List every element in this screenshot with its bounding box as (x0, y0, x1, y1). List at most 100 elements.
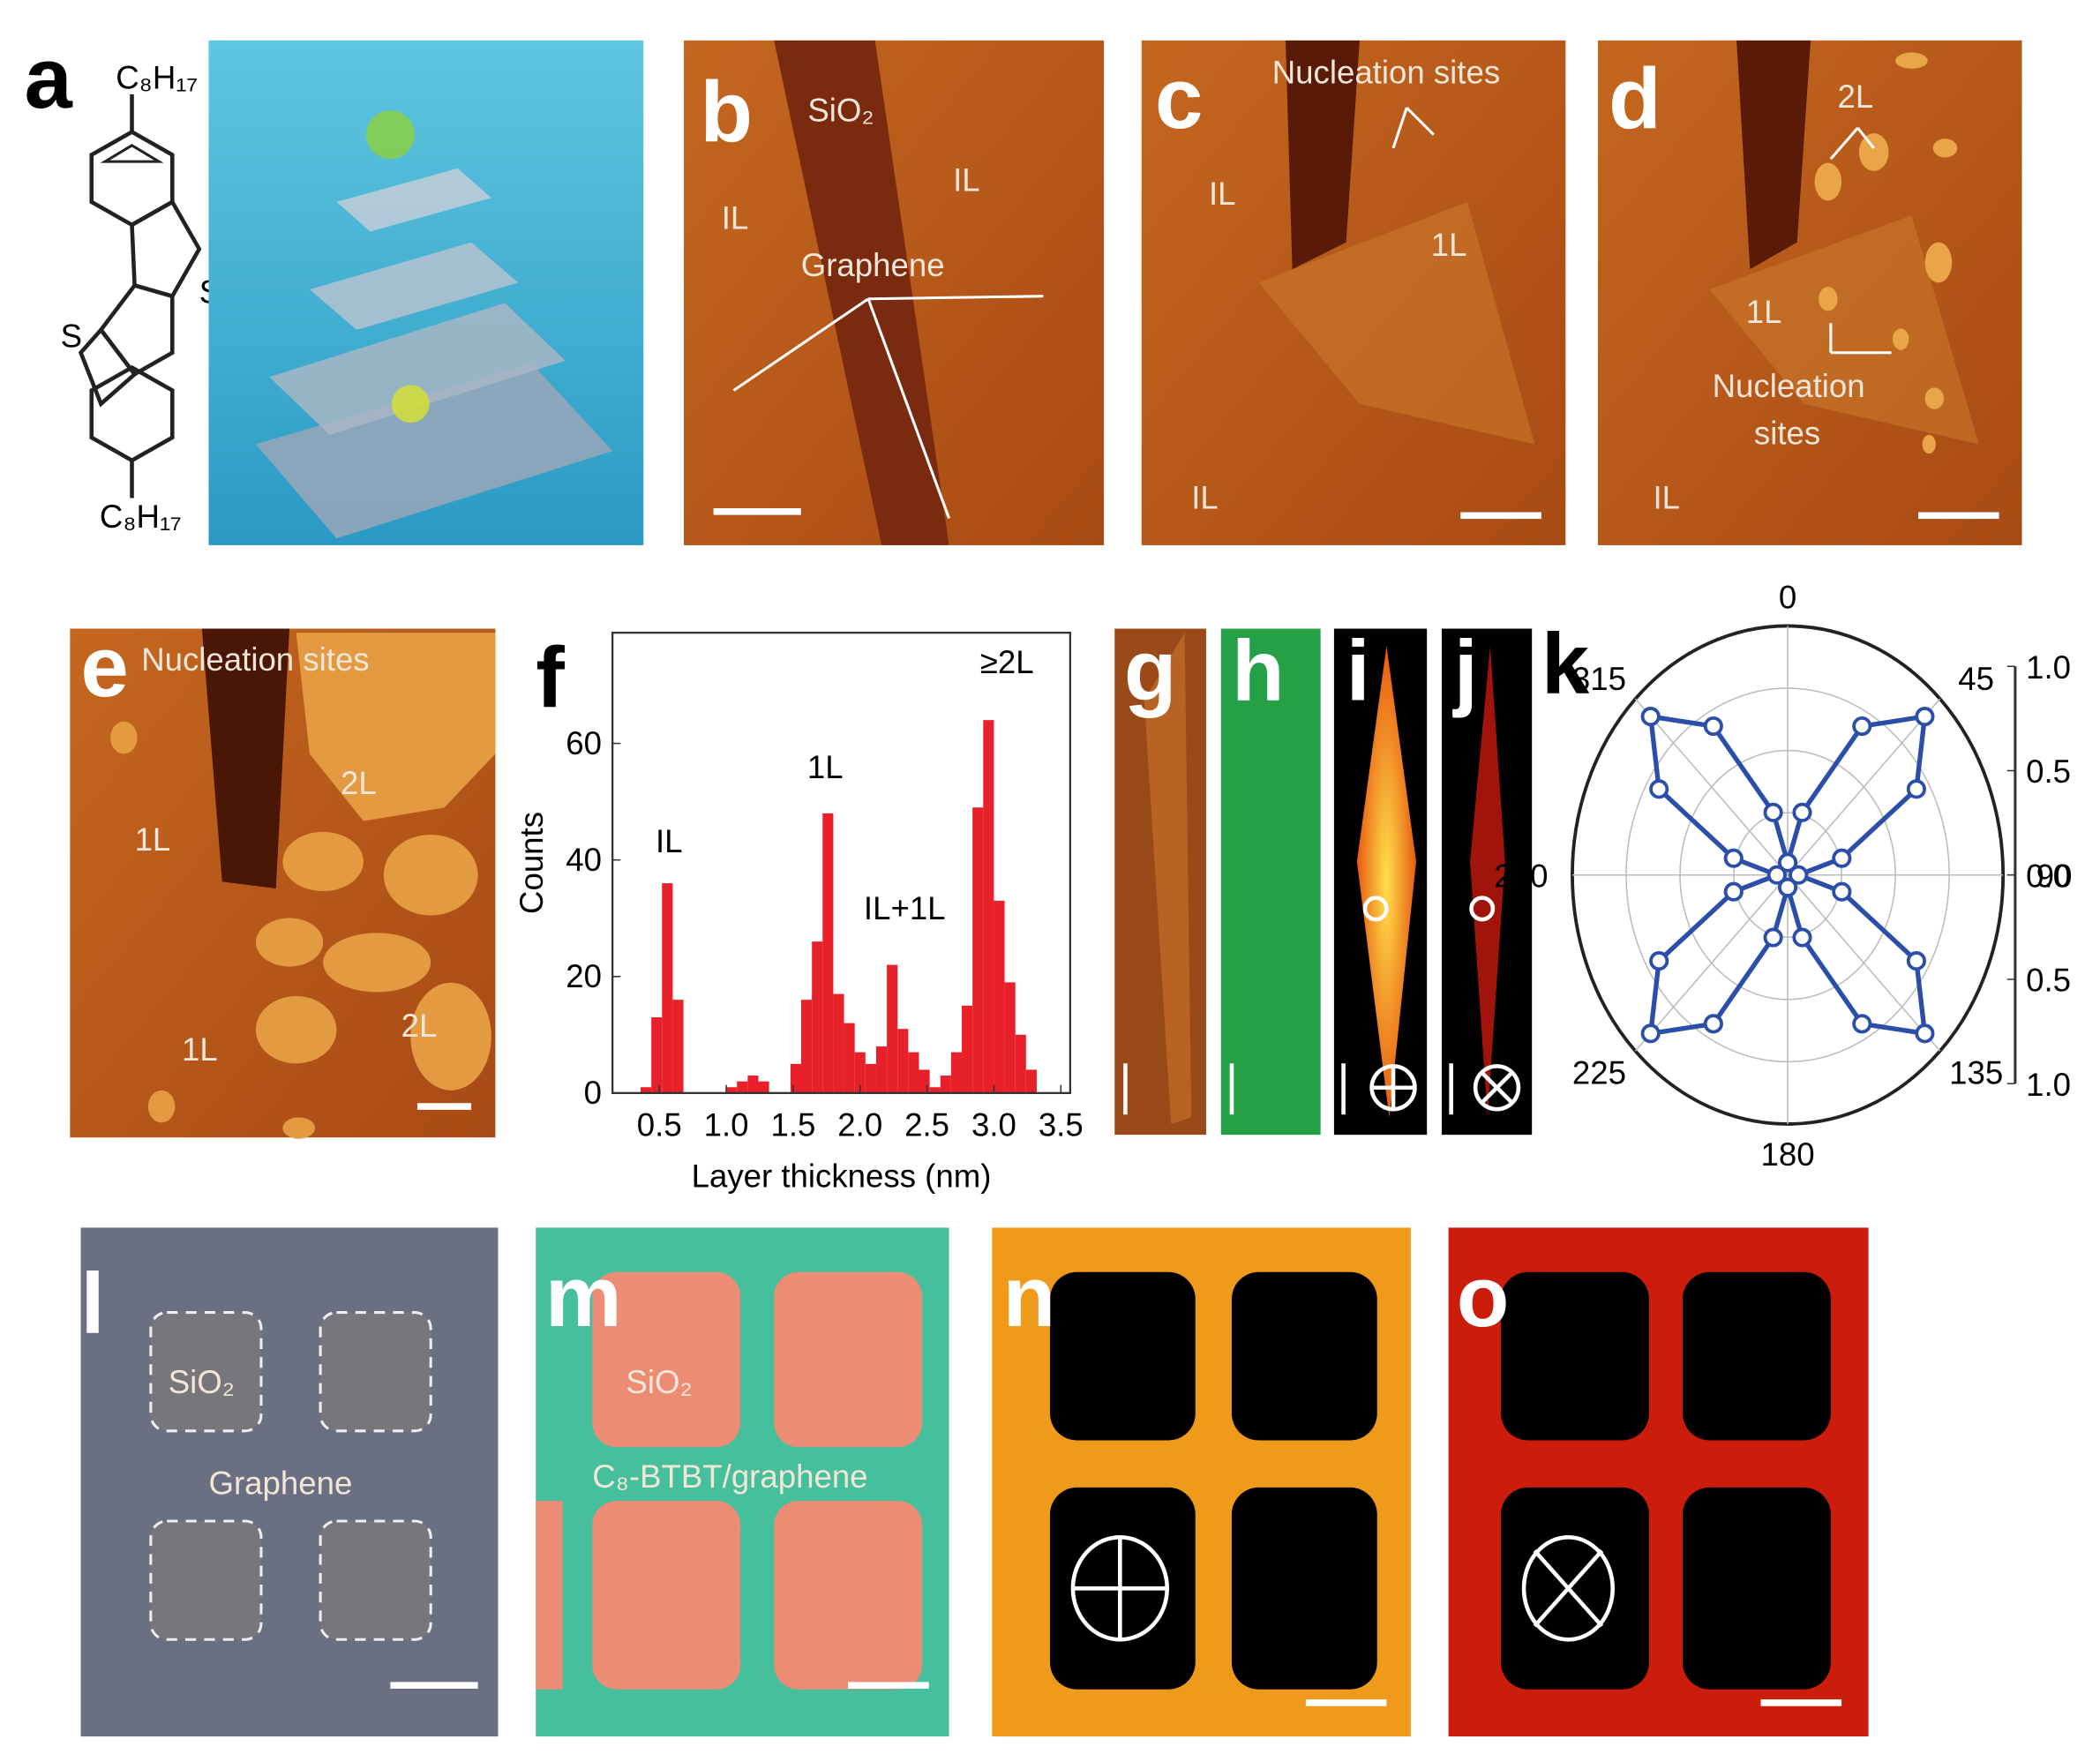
panel-label: g (1124, 622, 1177, 718)
panel-label: c (1155, 50, 1203, 146)
atom-label: S (61, 319, 82, 355)
region-label: Nucleation sites (1272, 55, 1500, 91)
marker (1792, 927, 1812, 948)
bar (833, 993, 844, 1093)
angle-label: 45 (1958, 661, 1994, 697)
region-label: 1L (135, 821, 171, 858)
grid-spoke (1634, 874, 1789, 1052)
bar (844, 1023, 855, 1093)
grid-spoke (1634, 698, 1789, 876)
bar (1004, 982, 1016, 1093)
y-tick-label: 20 (566, 958, 602, 994)
region-label: 1L (1431, 227, 1467, 263)
region-label: Nucleation (1713, 368, 1865, 404)
panel-label: h (1232, 622, 1285, 718)
bar (672, 1000, 684, 1093)
panel-label: m (545, 1248, 622, 1345)
angle-label: 135 (1949, 1055, 2003, 1091)
panel-label: f (536, 629, 565, 725)
grid-spoke (1787, 874, 1941, 1052)
marker (1777, 852, 1798, 873)
x-axis-label: Layer thickness (nm) (692, 1158, 992, 1195)
panel-label: e (81, 618, 129, 715)
schematic (208, 40, 644, 545)
panel-label: l (81, 1255, 105, 1351)
grid-spoke (1787, 698, 1941, 876)
marker (1723, 848, 1744, 868)
bar (758, 1081, 769, 1093)
bar (1015, 1034, 1026, 1093)
bar (994, 900, 1005, 1093)
angle-label: 90 (2036, 858, 2073, 894)
y-tick-label: 40 (566, 842, 602, 878)
y-tick-label: 0 (584, 1075, 602, 1111)
x-tick-label: 2.5 (904, 1107, 949, 1143)
region-label: Graphene (208, 1465, 352, 1502)
region-label: IL (722, 199, 749, 236)
x-tick-label: 1.5 (770, 1107, 815, 1143)
scale-label: 1.0 (2026, 1067, 2071, 1103)
marker (1649, 951, 1669, 971)
marker (1703, 1014, 1723, 1034)
bar (726, 1087, 738, 1093)
x-tick-label: 2.0 (837, 1107, 882, 1143)
region-label: C₈-BTBT/graphene (592, 1458, 867, 1495)
marker (1906, 779, 1926, 799)
arrows (713, 107, 1999, 520)
scale-label: 0.0 (2026, 858, 2071, 894)
bar (641, 1087, 652, 1093)
panel-label: d (1609, 50, 1661, 146)
marker (1852, 716, 1872, 737)
panel-label: a (24, 30, 72, 126)
bar (908, 1052, 919, 1093)
molecule (78, 94, 202, 498)
angle-label: 270 (1494, 858, 1548, 894)
region-label: SiO₂ (169, 1364, 235, 1400)
marker (1852, 1014, 1872, 1034)
bar (737, 1081, 748, 1093)
scale-label: 1.0 (2026, 649, 2071, 686)
afm-image (684, 40, 2022, 545)
bar (865, 1063, 876, 1093)
plot-frame (611, 631, 1072, 1095)
bar (801, 1000, 813, 1093)
region-label: 2L (401, 1008, 438, 1044)
marker (1703, 716, 1723, 737)
panel-label: j (1452, 622, 1478, 718)
angle-label: 315 (1572, 661, 1626, 697)
annotation: 1L (807, 749, 844, 785)
marker (1649, 779, 1669, 799)
marker (1915, 1023, 1935, 1044)
panel-label: b (700, 64, 753, 160)
region-label: Nucleation sites (141, 641, 369, 678)
bar (940, 1076, 951, 1093)
bar (929, 1087, 941, 1093)
x-tick-label: 3.5 (1039, 1107, 1084, 1143)
marker (1640, 1023, 1661, 1044)
substituent: C₈H₁₇ (100, 498, 182, 535)
marker (1832, 881, 1852, 902)
marker (1906, 951, 1926, 971)
bar (747, 1076, 759, 1093)
afm-image (70, 628, 496, 1139)
optical-image (80, 1227, 1869, 1737)
marker (1789, 865, 1809, 885)
marker (1763, 927, 1783, 948)
marker (1777, 877, 1798, 897)
region-label: IL (953, 162, 980, 199)
optical-image (1114, 628, 1533, 1136)
region-label: IL (1209, 176, 1236, 212)
marker (1832, 848, 1852, 868)
bar (887, 964, 898, 1093)
bar (972, 807, 984, 1093)
bar (822, 813, 834, 1093)
region-label: SiO₂ (626, 1364, 692, 1400)
y-axis-label: Counts (514, 812, 550, 914)
region-label: 1L (182, 1031, 218, 1068)
region-label: 2L (1837, 79, 1873, 115)
angle-label: 225 (1572, 1055, 1626, 1091)
annotation: IL+1L (864, 890, 946, 926)
marker (1915, 707, 1935, 727)
